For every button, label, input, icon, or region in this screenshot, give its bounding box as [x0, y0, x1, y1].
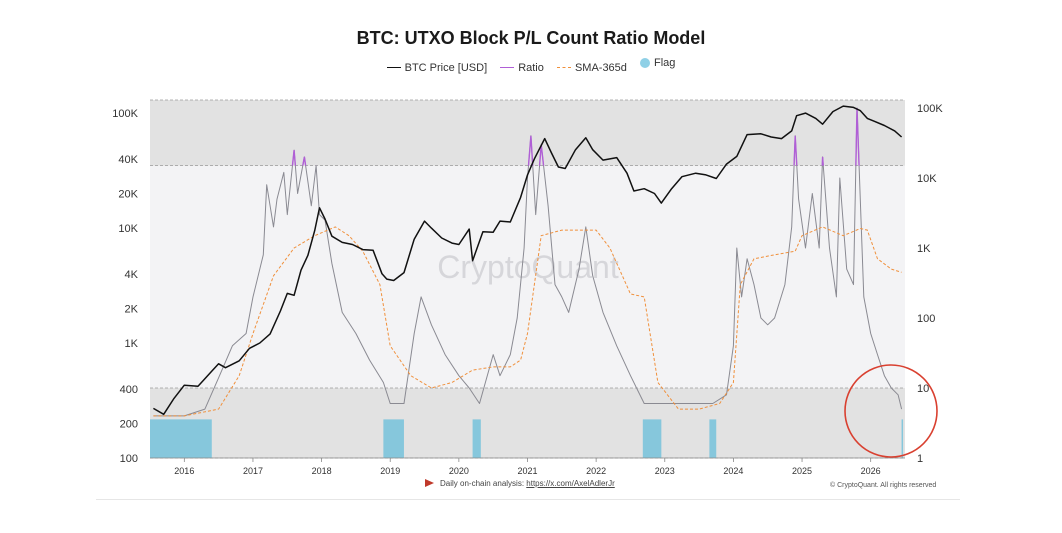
watermark: CryptoQuant	[437, 249, 619, 285]
legend-label-btc-price: BTC Price [USD]	[404, 61, 488, 74]
legend-swatch-sma-365d	[556, 67, 571, 68]
flag-bar-1	[383, 419, 404, 458]
x-axis: 2016 2017 2018 2019 2020 2021 2022 2023 2024 2025…	[150, 457, 905, 476]
y-left-tick-4K: 4K	[125, 269, 139, 281]
series-btc-price[interactable]	[153, 105, 903, 416]
flag-bar-4	[709, 419, 717, 458]
footer-flag-icon	[425, 479, 434, 487]
y-left-tick-100: 100	[120, 453, 138, 465]
y-right-tick-1K: 1K	[917, 243, 931, 255]
y-left-tick-2K: 2K	[125, 303, 139, 315]
x-tick-label-2024: 2024	[723, 466, 743, 476]
bands	[150, 99, 905, 459]
legend-label-flag: Flag	[653, 57, 676, 69]
legend-swatch-btc-price	[386, 67, 401, 68]
y-right-tick-10K: 10K	[917, 173, 937, 185]
x-tick-label-2020: 2020	[449, 466, 469, 476]
y-axis-right: 1 10 100 1K 10K 100K	[917, 103, 943, 465]
y-left-tick-400: 400	[120, 384, 138, 396]
legend-label-ratio: Ratio	[518, 61, 544, 74]
flag-bar-0	[150, 419, 212, 458]
flag-bar-3	[642, 419, 662, 458]
series-sma-365d[interactable]	[153, 226, 902, 417]
y-left-tick-100K: 100K	[112, 108, 138, 120]
legend-item-ratio[interactable]: Ratio	[500, 62, 544, 74]
x-tick-label-2026: 2026	[861, 466, 881, 476]
shaded-band-1	[150, 387, 905, 458]
y-right-tick-10: 10	[917, 383, 929, 395]
x-tick-label-2017: 2017	[243, 466, 263, 476]
footer-note: Daily on-chain analysis: https://x.com/A…	[425, 479, 615, 488]
y-left-tick-1K: 1K	[125, 338, 139, 350]
x-tick-label-2023: 2023	[655, 466, 675, 476]
legend-item-sma-365d[interactable]: SMA-365d	[556, 61, 627, 74]
flag-bars	[150, 419, 904, 458]
y-right-tick-1: 1	[917, 453, 923, 465]
y-left-tick-40K: 40K	[118, 154, 138, 166]
x-tick-label-2016: 2016	[174, 466, 194, 476]
footer-note-prefix: Daily on-chain analysis:	[440, 479, 527, 488]
y-right-tick-100K: 100K	[917, 103, 943, 115]
highlight-circle-annotation	[844, 364, 938, 458]
y-axis-left: 100 200 400 1K 2K 4K 10K 20K 40K 100K	[112, 108, 138, 465]
legend-item-btc-price[interactable]: BTC Price [USD]	[386, 61, 488, 74]
legend-swatch-ratio	[500, 67, 515, 68]
legend-item-flag[interactable]: Flag	[639, 57, 676, 69]
x-tick-label-2021: 2021	[517, 466, 537, 476]
chart-title: BTC: UTXO Block P/L Count Ratio Model	[356, 28, 706, 48]
legend-label-sma-365d: SMA-365d	[574, 61, 627, 74]
series-ratio[interactable]	[153, 107, 903, 417]
y-left-tick-200: 200	[120, 418, 138, 430]
x-tick-label-2022: 2022	[586, 466, 606, 476]
footer-note-link[interactable]: https://x.com/AxelAdlerJr	[526, 479, 615, 488]
y-left-tick-20K: 20K	[118, 188, 138, 200]
footer-divider	[96, 499, 960, 500]
footer-copyright: © CryptoQuant. All rights reserved	[830, 482, 937, 489]
x-tick-label-2019: 2019	[380, 466, 400, 476]
y-left-tick-10K: 10K	[118, 223, 138, 235]
x-tick-label-2018: 2018	[312, 466, 332, 476]
y-right-tick-100: 100	[917, 313, 935, 325]
series-lines	[153, 105, 903, 417]
shaded-band-0	[150, 100, 905, 166]
flag-bar-5	[901, 419, 904, 458]
chart-legend: BTC Price [USD] Ratio SMA-365d Flag	[0, 57, 1062, 74]
legend-swatch-flag	[639, 58, 650, 68]
x-tick-label-2025: 2025	[792, 466, 812, 476]
flag-bar-2	[472, 419, 481, 458]
